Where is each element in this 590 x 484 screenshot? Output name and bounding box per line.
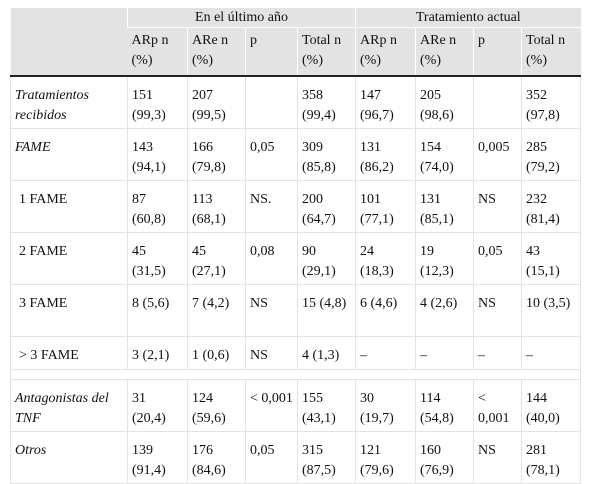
table-cell: 90 (29,1): [297, 232, 356, 285]
table-row: 2 FAME 45 (31,5) 45 (27,1) 0,08 90 (29,1…: [10, 232, 582, 285]
table-cell: 232 (81,4): [520, 180, 582, 233]
table-cell: 19 (12,3): [415, 232, 474, 285]
column-header-row: ARp n (%) ARe n (%) p Total n (%) ARp n (%) …: [10, 27, 581, 76]
table-cell: 0,08: [245, 232, 298, 285]
table-cell: < 0,001: [245, 379, 298, 432]
table-cell: 45 (27,1): [187, 232, 246, 285]
row-label: > 3 FAME: [10, 336, 128, 370]
table-row: FAME 143 (94,1) 166 (79,8) 0,05 309 (85,…: [10, 128, 582, 181]
group-header-current-treatment: Tratamiento actual: [354, 8, 581, 28]
table-cell: NS: [245, 336, 298, 370]
table-cell: 114 (54,8): [415, 379, 474, 432]
col-header: Total n (%): [520, 27, 581, 76]
table-row: 1 FAME 87 (60,8) 113 (68,1) NS. 200 (64,…: [10, 180, 582, 233]
table-cell: 200 (64,7): [297, 180, 356, 233]
table-cell: –: [415, 336, 474, 370]
table-cell: 121 (79,6): [355, 431, 416, 484]
table-cell: [245, 76, 298, 129]
table-cell: 143 (94,1): [127, 128, 188, 181]
table-row: 3 FAME 8 (5,6) 7 (4,2) NS 15 (4,8) 6 (4,…: [10, 284, 582, 337]
table-cell: 124 (59,6): [187, 379, 246, 432]
table-cell: 151 (99,3): [127, 76, 188, 129]
row-label: Otros: [10, 431, 128, 484]
table-cell: < 0,001: [473, 379, 522, 432]
table-cell: 315 (87,5): [297, 431, 356, 484]
table-cell: 4 (1,3): [297, 336, 356, 370]
results-table-container: En el último año Tratamiento actual ARp …: [9, 8, 582, 484]
table-cell: 139 (91,4): [127, 431, 188, 484]
table-cell: 285 (79,2): [520, 128, 582, 181]
group-header-row: En el último año Tratamiento actual: [10, 8, 581, 76]
group-header-last-year: En el último año: [127, 8, 356, 28]
col-header: ARe n (%): [415, 27, 474, 76]
table-cell: 113 (68,1): [187, 180, 246, 233]
table-cell: 4 (2,6): [415, 284, 474, 337]
table-cell: 31 (20,4): [127, 379, 188, 432]
table-cell: 45 (31,5): [127, 232, 188, 285]
spacer-row: [9, 369, 582, 380]
col-header: p: [473, 27, 522, 76]
table-cell: 131 (85,1): [415, 180, 474, 233]
table-cell: 15 (4,8): [297, 284, 356, 337]
table-cell: 0,005: [473, 128, 522, 181]
table-cell: NS.: [245, 180, 298, 233]
table-cell: 147 (96,7): [355, 76, 416, 129]
table-cell: 0,05: [245, 128, 298, 181]
table-cell: 281 (78,1): [520, 431, 582, 484]
table-cell: 205 (98,6): [415, 76, 474, 129]
corner-cell: [10, 8, 128, 76]
table-cell: 155 (43,1): [297, 379, 356, 432]
table-cell: NS: [473, 431, 522, 484]
table-cell: 309 (85,8): [297, 128, 356, 181]
table-row: > 3 FAME 3 (2,1) 1 (0,6) NS 4 (1,3) – – …: [10, 336, 582, 370]
table-cell: 154 (74,0): [415, 128, 474, 181]
table-cell: [473, 76, 522, 129]
treatments-table: En el último año Tratamiento actual ARp …: [9, 8, 582, 484]
row-label: Tratamientos recibidos: [10, 76, 128, 129]
spacer-cell: [9, 369, 582, 380]
col-header: p: [245, 27, 298, 76]
table-cell: 131 (86,2): [355, 128, 416, 181]
table-cell: 0,05: [245, 431, 298, 484]
table-cell: NS: [473, 180, 522, 233]
table-cell: 0,05: [473, 232, 522, 285]
table-cell: –: [355, 336, 416, 370]
table-cell: 6 (4,6): [355, 284, 416, 337]
table-cell: NS: [473, 284, 522, 337]
row-label: 1 FAME: [10, 180, 128, 233]
table-row: Otros 139 (91,4) 176 (84,6) 0,05 315 (87…: [10, 431, 582, 484]
col-header: ARp n (%): [355, 27, 416, 76]
table-cell: 43 (15,1): [520, 232, 582, 285]
row-label: FAME: [10, 128, 128, 181]
table-cell: 352 (97,8): [520, 76, 582, 129]
table-cell: 101 (77,1): [355, 180, 416, 233]
table-cell: 7 (4,2): [187, 284, 246, 337]
table-cell: 87 (60,8): [127, 180, 188, 233]
row-label: Antagonistas del TNF: [10, 379, 128, 432]
table-cell: 24 (18,3): [355, 232, 416, 285]
table-cell: –: [520, 336, 582, 370]
table-cell: 166 (79,8): [187, 128, 246, 181]
table-cell: 160 (76,9): [415, 431, 474, 484]
table-cell: 1 (0,6): [187, 336, 246, 370]
table-cell: 144 (40,0): [520, 379, 582, 432]
table-cell: NS: [245, 284, 298, 337]
table-cell: 207 (99,5): [187, 76, 246, 129]
col-header: Total n (%): [297, 27, 356, 76]
row-label: 2 FAME: [10, 232, 128, 285]
table-cell: 176 (84,6): [187, 431, 246, 484]
table-cell: 10 (3,5): [520, 284, 582, 337]
table-cell: 3 (2,1): [127, 336, 188, 370]
table-row: Tratamientos recibidos 151 (99,3) 207 (9…: [10, 76, 582, 129]
table-cell: –: [473, 336, 522, 370]
table-cell: 358 (99,4): [297, 76, 356, 129]
table-row: Antagonistas del TNF 31 (20,4) 124 (59,6…: [10, 379, 582, 432]
table-cell: 30 (19,7): [355, 379, 416, 432]
col-header: ARp n (%): [127, 27, 188, 76]
col-header: ARe n (%): [187, 27, 246, 76]
table-cell: 8 (5,6): [127, 284, 188, 337]
row-label: 3 FAME: [10, 284, 128, 337]
